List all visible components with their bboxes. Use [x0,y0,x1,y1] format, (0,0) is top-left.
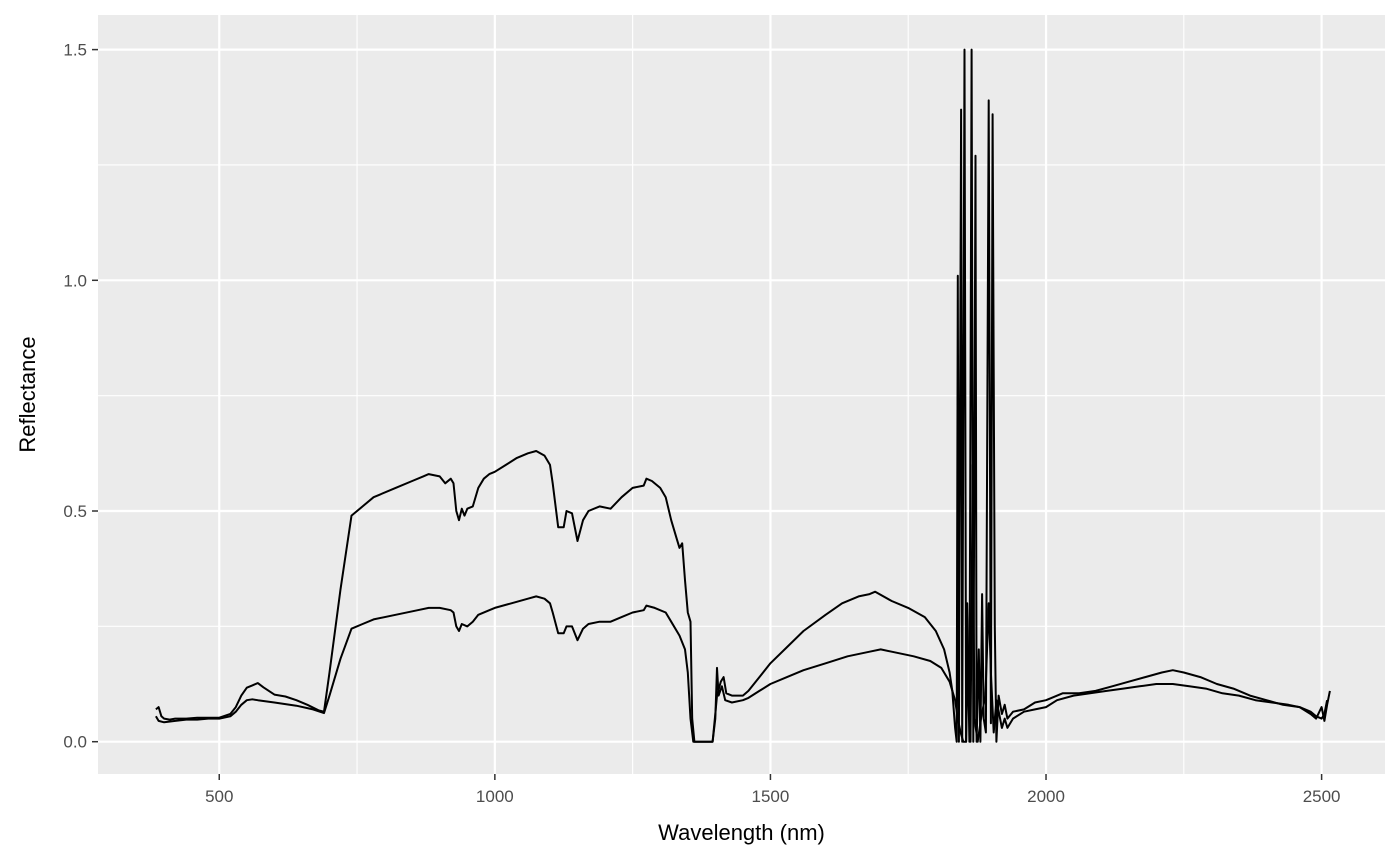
y-axis-ticks: 0.0 0.5 1.0 1.5 [63,41,98,752]
x-tick-label: 1000 [476,787,514,806]
y-tick-label: 0.5 [63,502,87,521]
x-tick-label: 2500 [1303,787,1341,806]
plot-panel [98,15,1385,774]
y-tick-label: 0.0 [63,733,87,752]
x-axis-title: Wavelength (nm) [658,820,825,845]
x-axis-ticks: 500 1000 1500 2000 2500 [205,774,1341,806]
series-layer [155,48,1331,743]
y-tick-label: 1.0 [63,271,87,290]
y-axis-title: Reflectance [15,336,40,452]
y-tick-label: 1.5 [63,41,87,60]
x-tick-label: 1500 [752,787,790,806]
minor-gridlines [98,15,1385,774]
series-line-2 [155,463,1329,743]
major-gridlines [98,15,1385,774]
x-tick-label: 2000 [1027,787,1065,806]
x-tick-label: 500 [205,787,233,806]
